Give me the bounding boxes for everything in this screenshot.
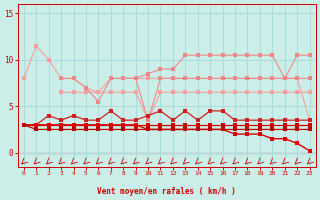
X-axis label: Vent moyen/en rafales ( km/h ): Vent moyen/en rafales ( km/h ) xyxy=(97,187,236,196)
